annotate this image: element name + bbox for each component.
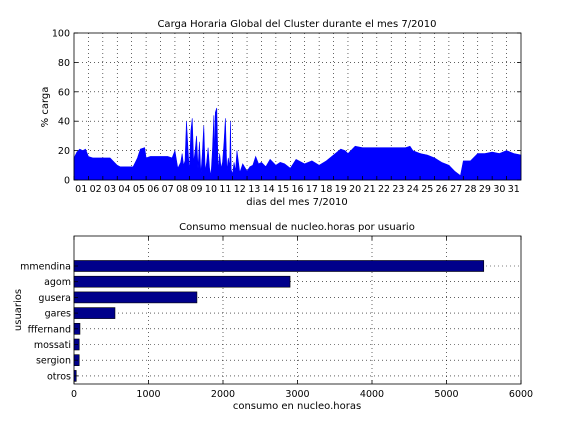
usage-chart-category-label: gusera <box>38 293 71 304</box>
load-chart: Carga Horaria Global del Cluster durante… <box>40 19 522 208</box>
load-chart-y-tick-label: 40 <box>58 117 70 128</box>
usage-chart-category-label: mossati <box>34 340 71 351</box>
usage-chart-y-label: usuarios <box>13 289 24 331</box>
load-chart-x-tick-label: 11 <box>219 184 231 195</box>
usage-chart-title: Consumo mensual de nucleo.horas por usua… <box>179 222 415 233</box>
usage-chart-x-tick-label: 2000 <box>211 389 235 400</box>
load-chart-x-tick-label: 04 <box>118 184 130 195</box>
load-chart-frame <box>73 32 522 181</box>
load-chart-x-tick-label: 19 <box>335 184 347 195</box>
load-chart-x-tick-label: 29 <box>479 184 491 195</box>
load-chart-x-tick-label: 24 <box>407 184 419 195</box>
usage-chart-category-label: otros <box>47 371 71 382</box>
load-chart-x-tick-label: 27 <box>450 184 462 195</box>
load-chart-x-tick-label: 21 <box>364 184 376 195</box>
usage-chart-x-tick-label: 0 <box>71 389 77 400</box>
load-series-area <box>73 107 522 181</box>
load-chart-y-ticks: 0 20 40 60 80 100 <box>52 29 521 187</box>
load-chart-x-tick-label: 09 <box>191 184 203 195</box>
load-chart-x-tick-label: 30 <box>493 184 505 195</box>
load-chart-x-tick-label: 05 <box>133 184 145 195</box>
load-chart-x-tick-label: 28 <box>464 184 476 195</box>
usage-chart-x-tick-label: 3000 <box>285 389 309 400</box>
usage-chart-category-label: agom <box>44 277 71 288</box>
usage-chart: Consumo mensual de nucleo.horas por usua… <box>13 222 533 412</box>
load-chart-x-tick-label: 18 <box>320 184 332 195</box>
load-chart-x-tick-label: 08 <box>176 184 188 195</box>
usage-bar-agom <box>73 275 291 288</box>
usage-chart-x-label: consumo en nucleo.horas <box>233 401 361 412</box>
load-chart-y-tick-label: 0 <box>64 176 70 187</box>
usage-chart-x-tick-label: 5000 <box>434 389 458 400</box>
usage-chart-x-tick-label: 6000 <box>509 389 533 400</box>
load-chart-y-tick-label: 100 <box>52 29 70 40</box>
load-chart-x-tick-label: 25 <box>421 184 433 195</box>
load-chart-x-tick-label: 16 <box>291 184 303 195</box>
usage-bar-mmendina <box>73 260 485 272</box>
load-chart-y-tick-label: 60 <box>58 87 70 98</box>
load-chart-x-tick-label: 07 <box>162 184 174 195</box>
load-chart-x-tick-label: 20 <box>349 184 361 195</box>
load-chart-x-tick-label: 15 <box>277 184 289 195</box>
usage-chart-category-label: gares <box>45 309 71 320</box>
usage-chart-category-labels: mmendina agom gusera gares fffernand mossati s… <box>20 262 78 382</box>
load-chart-x-tick-label: 01 <box>75 184 87 195</box>
load-chart-x-tick-label: 10 <box>205 184 217 195</box>
load-chart-x-tick-label: 23 <box>392 184 404 195</box>
usage-chart-category-label: sergion <box>36 356 71 367</box>
load-chart-x-tick-label: 26 <box>436 184 448 195</box>
usage-chart-category-label: fffernand <box>28 324 71 335</box>
usage-chart-category-label: mmendina <box>20 262 71 273</box>
load-chart-y-tick-label: 80 <box>58 58 70 69</box>
usage-chart-x-tick-label: 4000 <box>360 389 384 400</box>
load-chart-y-label: % carga <box>40 87 51 128</box>
load-chart-x-tick-label: 22 <box>378 184 390 195</box>
load-chart-x-tick-label: 17 <box>306 184 318 195</box>
load-chart-x-tick-label: 31 <box>508 184 520 195</box>
usage-bar-gusera <box>73 291 198 304</box>
usage-bar-gares <box>73 307 116 319</box>
load-chart-grid <box>74 33 521 180</box>
load-chart-x-tick-label: 12 <box>234 184 246 195</box>
load-chart-x-tick-label: 14 <box>263 184 275 195</box>
usage-chart-x-tick-label: 1000 <box>136 389 160 400</box>
load-chart-x-tick-label: 03 <box>104 184 116 195</box>
load-chart-x-ticks: 01 02 03 04 05 06 07 08 09 10 11 12 13 14 15 16 17 18 19 20… <box>73 176 520 195</box>
load-chart-title: Carga Horaria Global del Cluster durante… <box>157 19 436 30</box>
load-chart-x-label: dias del mes 7/2010 <box>246 197 348 208</box>
load-chart-y-tick-label: 20 <box>58 146 70 157</box>
usage-chart-x-ticks: 0 1000 2000 3000 4000 5000 6000 <box>71 236 533 400</box>
load-chart-x-tick-label: 06 <box>147 184 159 195</box>
load-chart-x-tick-label: 13 <box>248 184 260 195</box>
load-chart-x-tick-label: 02 <box>90 184 102 195</box>
